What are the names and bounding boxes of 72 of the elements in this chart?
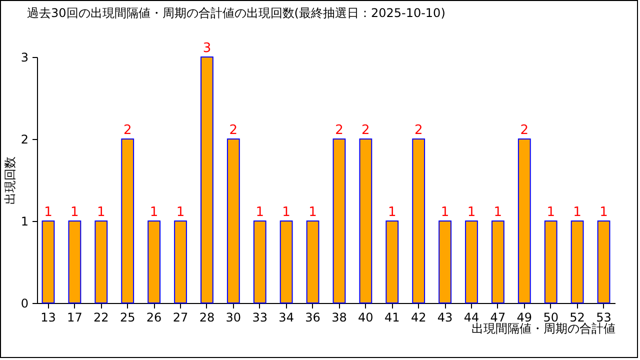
bar bbox=[544, 220, 558, 304]
bar bbox=[359, 138, 372, 304]
x-tick-label: 43 bbox=[437, 310, 453, 324]
x-tick-label: 17 bbox=[67, 310, 82, 324]
y-tick-label: 3 bbox=[20, 50, 28, 64]
x-tick-label: 26 bbox=[146, 310, 162, 324]
data-label: 1 bbox=[176, 205, 185, 220]
x-tick-label: 30 bbox=[226, 310, 242, 324]
data-label: 2 bbox=[123, 123, 132, 138]
bar bbox=[412, 138, 426, 304]
data-label: 1 bbox=[44, 205, 52, 220]
x-tick-label: 41 bbox=[384, 310, 400, 324]
bar bbox=[174, 220, 187, 304]
bar bbox=[570, 220, 584, 304]
y-tick-label: 2 bbox=[20, 132, 28, 146]
data-label: 1 bbox=[308, 205, 317, 220]
x-tick-label: 33 bbox=[252, 310, 268, 324]
x-tick-label: 53 bbox=[596, 310, 612, 324]
bar bbox=[226, 138, 240, 304]
bar bbox=[386, 220, 399, 304]
x-tick-label: 22 bbox=[94, 310, 109, 324]
bar bbox=[438, 220, 452, 304]
x-tick-label: 44 bbox=[464, 310, 480, 324]
x-tick-label: 13 bbox=[40, 310, 56, 324]
x-tick-label: 40 bbox=[358, 310, 374, 324]
data-label: 1 bbox=[256, 205, 264, 220]
data-label: 1 bbox=[70, 205, 79, 220]
data-label: 3 bbox=[202, 41, 212, 56]
data-label: 1 bbox=[150, 205, 158, 220]
x-tick-label: 38 bbox=[332, 310, 347, 324]
bar bbox=[332, 138, 346, 304]
bar bbox=[306, 220, 320, 304]
x-tick-label: 25 bbox=[120, 310, 136, 324]
bar bbox=[200, 56, 214, 304]
bar bbox=[491, 220, 504, 304]
x-tick-label: 42 bbox=[410, 310, 426, 324]
x-tick-label: 52 bbox=[570, 310, 585, 324]
data-label: 2 bbox=[520, 123, 529, 138]
data-label: 2 bbox=[414, 123, 423, 138]
data-label: 2 bbox=[229, 123, 238, 138]
data-label: 1 bbox=[494, 205, 502, 220]
data-label: 1 bbox=[440, 205, 450, 220]
data-label: 1 bbox=[600, 205, 608, 220]
x-tick-label: 34 bbox=[278, 310, 294, 324]
y-tick-label: 1 bbox=[20, 214, 28, 228]
bar bbox=[253, 220, 266, 304]
x-tick-label: 49 bbox=[516, 310, 532, 324]
bar bbox=[42, 220, 55, 304]
bar bbox=[518, 138, 531, 304]
data-label: 1 bbox=[388, 205, 396, 220]
bar bbox=[280, 220, 293, 304]
x-tick-label: 27 bbox=[172, 310, 188, 324]
y-tick-label: 0 bbox=[20, 296, 28, 310]
x-axis-title: 出現間隔値・周期の合計値 bbox=[472, 322, 616, 336]
bar bbox=[597, 220, 610, 304]
data-label: 1 bbox=[573, 205, 582, 220]
data-label: 1 bbox=[467, 205, 476, 220]
data-label: 1 bbox=[546, 205, 555, 220]
bar bbox=[94, 220, 108, 304]
x-tick-label: 36 bbox=[305, 310, 320, 324]
x-tick-label: 28 bbox=[199, 310, 215, 324]
bar bbox=[121, 138, 134, 304]
bar bbox=[465, 220, 478, 304]
y-axis-title: 出現回数 bbox=[2, 156, 17, 204]
data-label: 2 bbox=[362, 123, 370, 138]
data-label: 2 bbox=[335, 123, 344, 138]
data-label: 1 bbox=[97, 205, 106, 220]
chart-title: 過去30回の出現間隔値・周期の合計値の出現回数(最終抽選日：2025-10-10) bbox=[27, 6, 446, 20]
x-tick-label: 47 bbox=[490, 310, 506, 324]
data-label: 1 bbox=[282, 205, 290, 220]
bar bbox=[68, 220, 82, 304]
bar bbox=[148, 220, 161, 304]
